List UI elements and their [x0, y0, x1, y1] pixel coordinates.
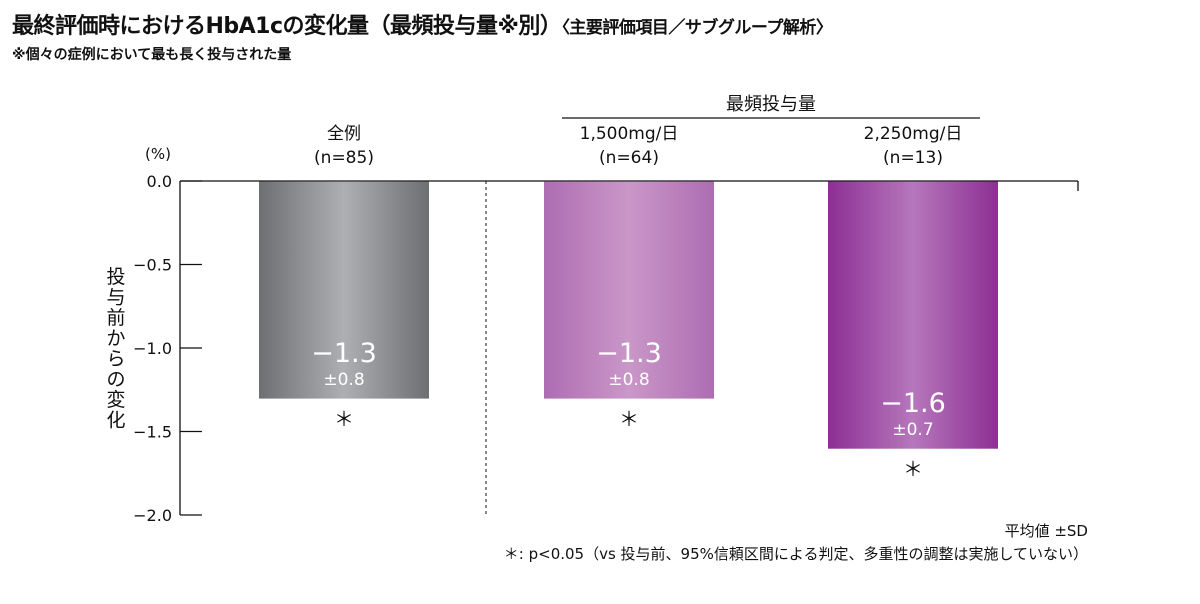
category-label: 2,250mg/日: [864, 124, 963, 144]
unit-label: (%): [145, 145, 171, 163]
footnote: ＊: p<0.05（vs 投与前、95%信頼区間による判定、多重性の調整は実施し…: [503, 545, 1088, 563]
data-label-value: −1.3: [311, 338, 377, 369]
significance-marker: ＊: [619, 407, 639, 431]
y-axis-label-char: 変: [106, 389, 125, 411]
y-axis-label-char: か: [106, 328, 125, 350]
chart-title: 最終評価時におけるHbA1cの変化量（最頻投与量※別）: [12, 14, 562, 39]
y-tick-label: −0.5: [133, 256, 172, 275]
chart-note: ※個々の症例において最も長く投与された量: [12, 47, 292, 63]
y-axis-label-char: 与: [106, 287, 125, 309]
category-n-label: (n=13): [883, 148, 943, 168]
category-n-label: (n=64): [599, 148, 659, 168]
y-tick-label: 0.0: [147, 172, 172, 191]
chart-labels: 最頻投与量全例(n=85)−1.3±0.8＊1,500mg/日(n=64)−1.…: [311, 94, 980, 481]
data-label-value: −1.3: [596, 338, 662, 369]
data-label-sd: ±0.8: [608, 370, 649, 390]
significance-marker: ＊: [903, 457, 923, 481]
y-axis-label-char: 化: [106, 410, 125, 432]
category-label: 全例: [327, 124, 361, 144]
chart-bars: [259, 181, 998, 449]
page-title: 最終評価時におけるHbA1cの変化量（最頻投与量※別）〈主要評価項目／サブグルー…: [12, 8, 833, 40]
category-n-label: (n=85): [314, 148, 374, 168]
y-tick-label: −2.0: [133, 506, 172, 525]
significance-marker: ＊: [334, 407, 354, 431]
y-tick-label: −1.0: [133, 339, 172, 358]
group-label: 最頻投与量: [726, 94, 816, 115]
y-tick-label: −1.5: [133, 423, 172, 442]
y-axis-label-char: ら: [106, 348, 125, 370]
y-axis-label-char: 投: [106, 266, 125, 288]
bar-2: [544, 181, 714, 399]
data-label-sd: ±0.8: [323, 370, 364, 390]
y-axis-label-char: 前: [106, 307, 125, 329]
bar-1: [259, 181, 429, 399]
category-label: 1,500mg/日: [580, 124, 679, 144]
bar-3: [828, 181, 998, 449]
chart-subtitle: 〈主要評価項目／サブグループ解析〉: [561, 18, 833, 38]
y-axis-label-char: の: [106, 369, 125, 391]
data-label-sd: ±0.7: [892, 420, 933, 440]
stat-label: 平均値 ±SD: [1004, 522, 1088, 540]
data-label-value: −1.6: [880, 388, 946, 419]
